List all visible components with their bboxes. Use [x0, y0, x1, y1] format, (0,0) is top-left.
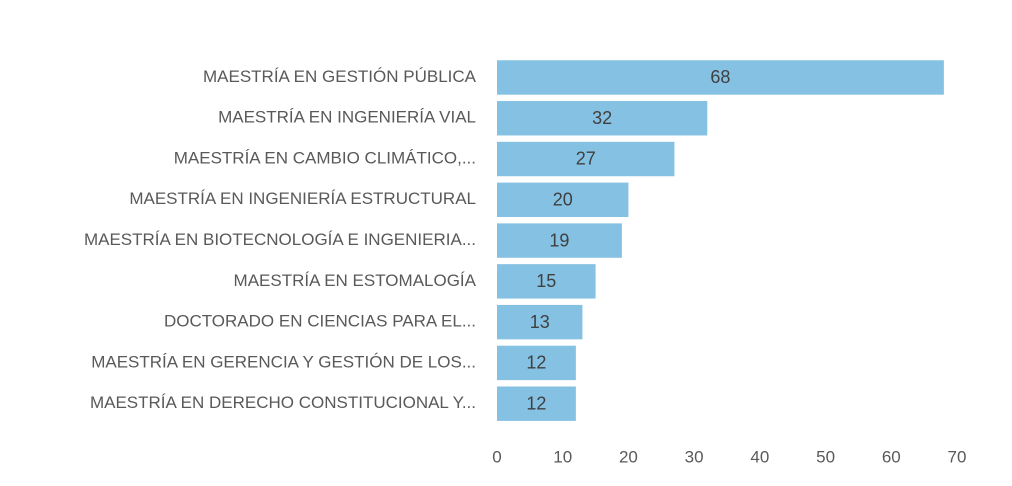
y-tick-label: MAESTRÍA EN CAMBIO CLIMÁTICO,... [174, 148, 476, 167]
bar [497, 141, 675, 177]
x-tick-label: 40 [750, 447, 769, 466]
y-tick-label: DOCTORADO EN CIENCIAS PARA EL... [164, 312, 476, 331]
data-label: 12 [526, 353, 546, 373]
bar [497, 60, 944, 95]
bar [497, 345, 576, 381]
y-tick-label: MAESTRÍA EN BIOTECNOLOGÍA E INGENIERIA..… [84, 230, 476, 249]
y-tick-label: MAESTRÍA EN INGENIERÍA ESTRUCTURAL [129, 189, 476, 208]
data-label: 15 [536, 271, 556, 291]
bar [497, 304, 583, 340]
data-label: 20 [553, 189, 573, 209]
x-tick-label: 20 [619, 447, 638, 466]
data-label: 27 [576, 149, 596, 169]
x-tick-label: 30 [685, 447, 704, 466]
y-tick-label: MAESTRÍA EN DERECHO CONSTITUCIONAL Y... [90, 393, 476, 412]
x-tick-label: 60 [882, 447, 901, 466]
y-tick-label: MAESTRÍA EN GESTIÓN PÚBLICA [203, 67, 477, 86]
data-label: 13 [530, 312, 550, 332]
x-tick-label: 50 [816, 447, 835, 466]
data-label: 32 [592, 108, 612, 128]
data-label: 12 [526, 393, 546, 413]
bar [497, 182, 629, 218]
bar [497, 223, 622, 258]
bar [497, 101, 708, 136]
data-label: 68 [710, 67, 730, 87]
y-tick-label: MAESTRÍA EN GERENCIA Y GESTIÓN DE LOS... [91, 352, 476, 371]
x-tick-label: 0 [492, 447, 501, 466]
bar [497, 264, 596, 299]
y-tick-label: MAESTRÍA EN ESTOMALOGÍA [234, 271, 477, 290]
x-tick-label: 10 [553, 447, 572, 466]
data-label: 19 [549, 230, 569, 250]
y-tick-label: MAESTRÍA EN INGENIERÍA VIAL [218, 108, 476, 127]
bar [497, 386, 576, 421]
x-tick-label: 70 [948, 447, 967, 466]
